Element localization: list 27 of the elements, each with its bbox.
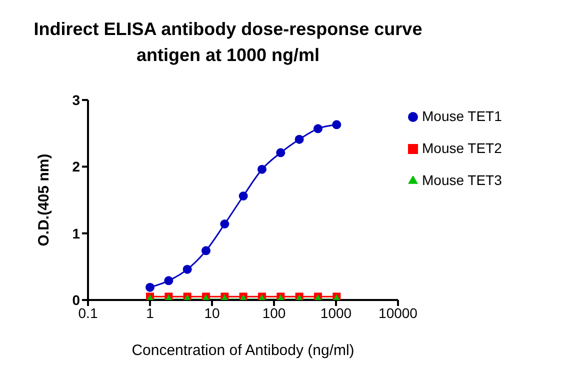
point [294, 134, 304, 144]
y-tick-label: 2 [72, 158, 80, 175]
point [182, 264, 192, 274]
x-tick-label: 1 [146, 304, 154, 321]
point [313, 124, 322, 134]
legend-label: Mouse TET3 [422, 172, 502, 188]
legend-label: Mouse TET2 [422, 140, 502, 156]
point [146, 282, 154, 292]
x-tick-label: 100 [262, 304, 286, 321]
x-tick-label: 10 [204, 304, 220, 321]
y-tick-label: 0 [72, 292, 80, 308]
y-tick-label: 3 [72, 92, 80, 108]
legend-label: Mouse TET1 [422, 108, 502, 124]
y-axis-title: O.D.(405 nm) [35, 154, 52, 246]
x-tick-label: 10000 [378, 304, 418, 321]
x-tick-label: 0.1 [78, 304, 98, 321]
point [238, 192, 248, 200]
y-tick-label: 1 [72, 225, 80, 242]
point [201, 246, 210, 256]
point [220, 220, 230, 228]
x-axis-title: Concentration of Antibody (ng/ml) [132, 342, 354, 359]
point [276, 148, 286, 158]
x-tick-label: 1000 [320, 304, 352, 321]
chart-title: Indirect ELISA antibody dose-response curve antigen at 1000 ng/ml [32, 18, 424, 67]
point [257, 164, 266, 174]
point [332, 120, 342, 130]
point [164, 276, 174, 286]
